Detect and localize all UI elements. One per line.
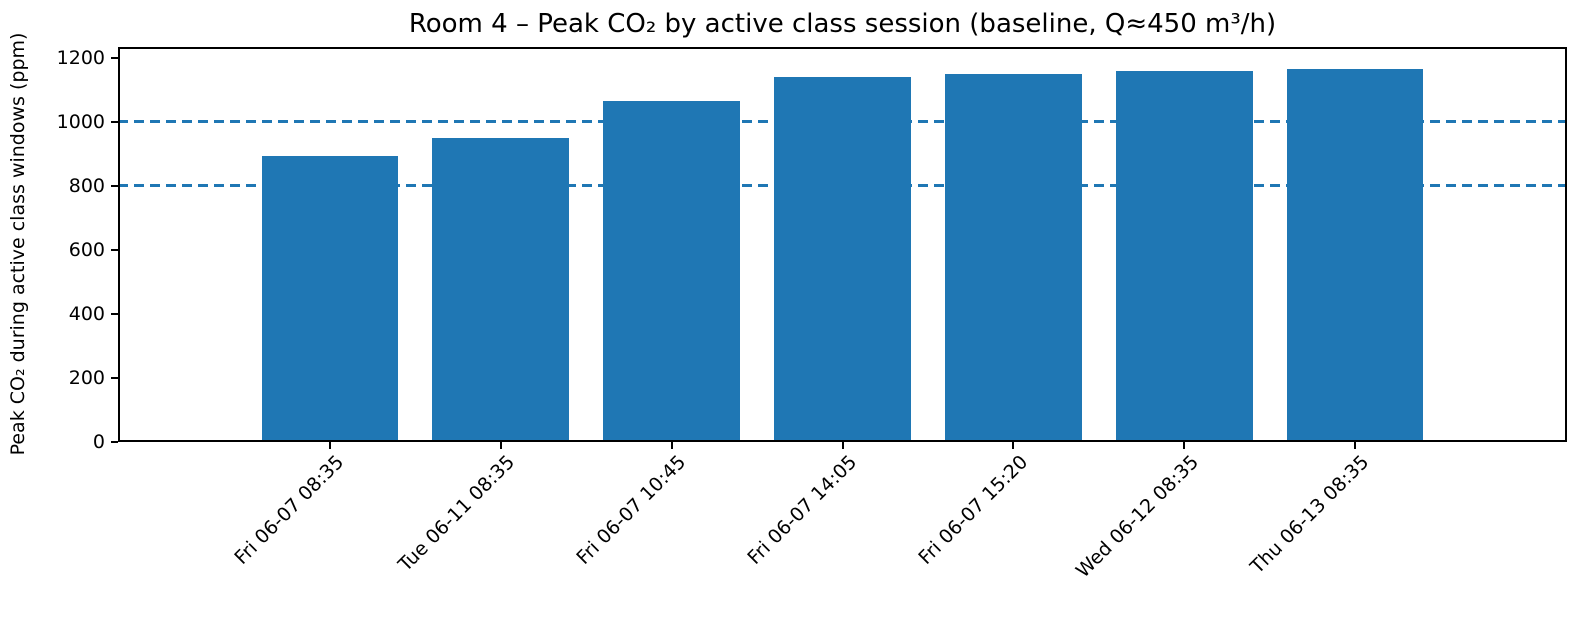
- y-tick-label: 800: [68, 174, 105, 197]
- bar: [261, 155, 399, 442]
- x-tick-mark: [499, 442, 502, 449]
- x-tick-label: Wed 06-12 08:35: [1071, 451, 1203, 583]
- y-tick-mark: [111, 441, 118, 443]
- y-axis-spine: [118, 47, 120, 442]
- x-tick-label: Fri 06-07 15:20: [914, 451, 1032, 569]
- y-tick-mark: [111, 312, 118, 315]
- x-tick-label: Thu 06-13 08:35: [1246, 451, 1374, 579]
- bar: [603, 101, 740, 442]
- plot-area: [111, 47, 1567, 449]
- y-tick-label: 0: [92, 431, 105, 453]
- x-tick-mark: [1183, 442, 1186, 449]
- x-tick-label: Fri 06-07 14:05: [743, 451, 862, 569]
- x-tick-mark: [1354, 442, 1357, 449]
- x-tick-label: Fri 06-07 08:35: [230, 451, 349, 569]
- chart-title: Room 4 – Peak CO₂ by active class sessio…: [408, 9, 1277, 39]
- bar: [945, 73, 1082, 442]
- x-tick-label: Fri 06-07 10:45: [572, 451, 691, 569]
- x-tick-mark: [841, 442, 844, 449]
- x-tick-mark: [1012, 442, 1015, 449]
- y-tick-mark: [111, 120, 118, 123]
- y-tick-mark: [111, 248, 118, 251]
- y-tick-mark: [111, 184, 118, 187]
- y-tick-label: 400: [68, 302, 105, 325]
- right-spine: [1565, 47, 1567, 442]
- y-tick-label: 600: [68, 238, 105, 261]
- x-tick-mark: [670, 442, 673, 449]
- y-tick-mark: [111, 56, 118, 59]
- bar: [1286, 69, 1424, 442]
- x-tick-label: Tue 06-11 08:35: [394, 451, 520, 576]
- bar: [432, 137, 570, 442]
- y-tick-label: 1000: [56, 110, 105, 133]
- y-tick-mark: [111, 376, 118, 379]
- bar: [774, 77, 911, 442]
- bar: [1115, 70, 1253, 442]
- x-tick-mark: [328, 442, 331, 449]
- x-axis-spine: [118, 440, 1567, 442]
- y-tick-label: 200: [68, 366, 105, 389]
- top-spine: [118, 47, 1567, 49]
- y-tick-label: 1200: [56, 46, 105, 69]
